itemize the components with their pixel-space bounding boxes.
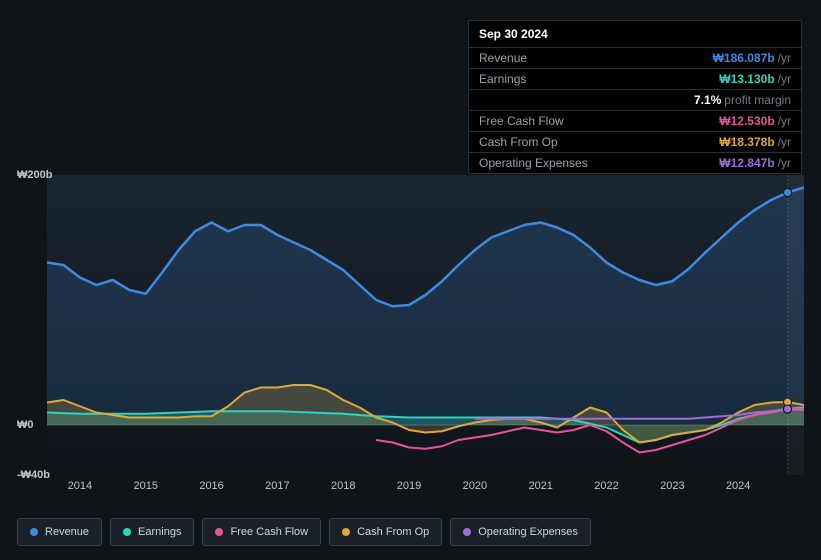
legend-label: Operating Expenses bbox=[478, 526, 578, 538]
x-tick-label: 2024 bbox=[726, 480, 750, 492]
tooltip-label: Operating Expenses bbox=[479, 156, 588, 170]
tooltip-label: Free Cash Flow bbox=[479, 114, 564, 128]
y-tick-label: ₩0 bbox=[17, 419, 34, 431]
swatch-icon bbox=[463, 528, 471, 536]
plot-area[interactable] bbox=[47, 175, 804, 475]
legend-fcf[interactable]: Free Cash Flow bbox=[202, 518, 321, 546]
tooltip-value: ₩18.378b/yr bbox=[719, 135, 791, 149]
x-tick-label: 2022 bbox=[594, 480, 618, 492]
tooltip-label: Revenue bbox=[479, 51, 527, 65]
legend-opex[interactable]: Operating Expenses bbox=[450, 518, 591, 546]
tooltip-row: Free Cash Flow ₩12.530b/yr bbox=[469, 110, 801, 131]
legend-label: Earnings bbox=[138, 526, 181, 538]
x-tick-label: 2014 bbox=[68, 480, 92, 492]
swatch-icon bbox=[123, 528, 131, 536]
chart-area: ₩200b₩0-₩40b bbox=[17, 160, 804, 475]
data-tooltip: Sep 30 2024 Revenue ₩186.087b/yr Earnings ₩… bbox=[468, 20, 802, 174]
x-tick-label: 2015 bbox=[133, 480, 157, 492]
x-tick-label: 2021 bbox=[528, 480, 552, 492]
tooltip-label: Cash From Op bbox=[479, 135, 558, 149]
tooltip-value: ₩12.530b/yr bbox=[719, 114, 791, 128]
legend-label: Revenue bbox=[45, 526, 89, 538]
tooltip-row: 7.1%profit margin bbox=[469, 89, 801, 110]
y-tick-label: -₩40b bbox=[17, 469, 50, 481]
tooltip-value: ₩186.087b/yr bbox=[713, 51, 791, 65]
legend-cfo[interactable]: Cash From Op bbox=[329, 518, 442, 546]
legend-revenue[interactable]: Revenue bbox=[17, 518, 102, 546]
x-tick-label: 2018 bbox=[331, 480, 355, 492]
swatch-icon bbox=[342, 528, 350, 536]
x-tick-label: 2020 bbox=[463, 480, 487, 492]
tooltip-date: Sep 30 2024 bbox=[469, 21, 801, 47]
x-tick-label: 2017 bbox=[265, 480, 289, 492]
y-tick-label: ₩200b bbox=[17, 169, 52, 181]
tooltip-label: Earnings bbox=[479, 72, 526, 86]
legend-label: Free Cash Flow bbox=[230, 526, 308, 538]
tooltip-row: Earnings ₩13.130b/yr bbox=[469, 68, 801, 89]
swatch-icon bbox=[30, 528, 38, 536]
legend: Revenue Earnings Free Cash Flow Cash Fro… bbox=[17, 518, 591, 546]
x-tick-label: 2023 bbox=[660, 480, 684, 492]
tooltip-row: Revenue ₩186.087b/yr bbox=[469, 47, 801, 68]
tooltip-value: ₩13.130b/yr bbox=[719, 72, 791, 86]
x-axis: 2014 2015 2016 2017 2018 2019 2020 2021 2022 2023… bbox=[47, 480, 804, 500]
legend-earnings[interactable]: Earnings bbox=[110, 518, 194, 546]
tooltip-row: Cash From Op ₩18.378b/yr bbox=[469, 131, 801, 152]
tooltip-value: ₩12.847b/yr bbox=[719, 156, 791, 170]
tooltip-row: Operating Expenses ₩12.847b/yr bbox=[469, 152, 801, 173]
tooltip-value: 7.1%profit margin bbox=[694, 93, 791, 107]
legend-label: Cash From Op bbox=[357, 526, 429, 538]
x-tick-label: 2016 bbox=[199, 480, 223, 492]
swatch-icon bbox=[215, 528, 223, 536]
x-tick-label: 2019 bbox=[397, 480, 421, 492]
